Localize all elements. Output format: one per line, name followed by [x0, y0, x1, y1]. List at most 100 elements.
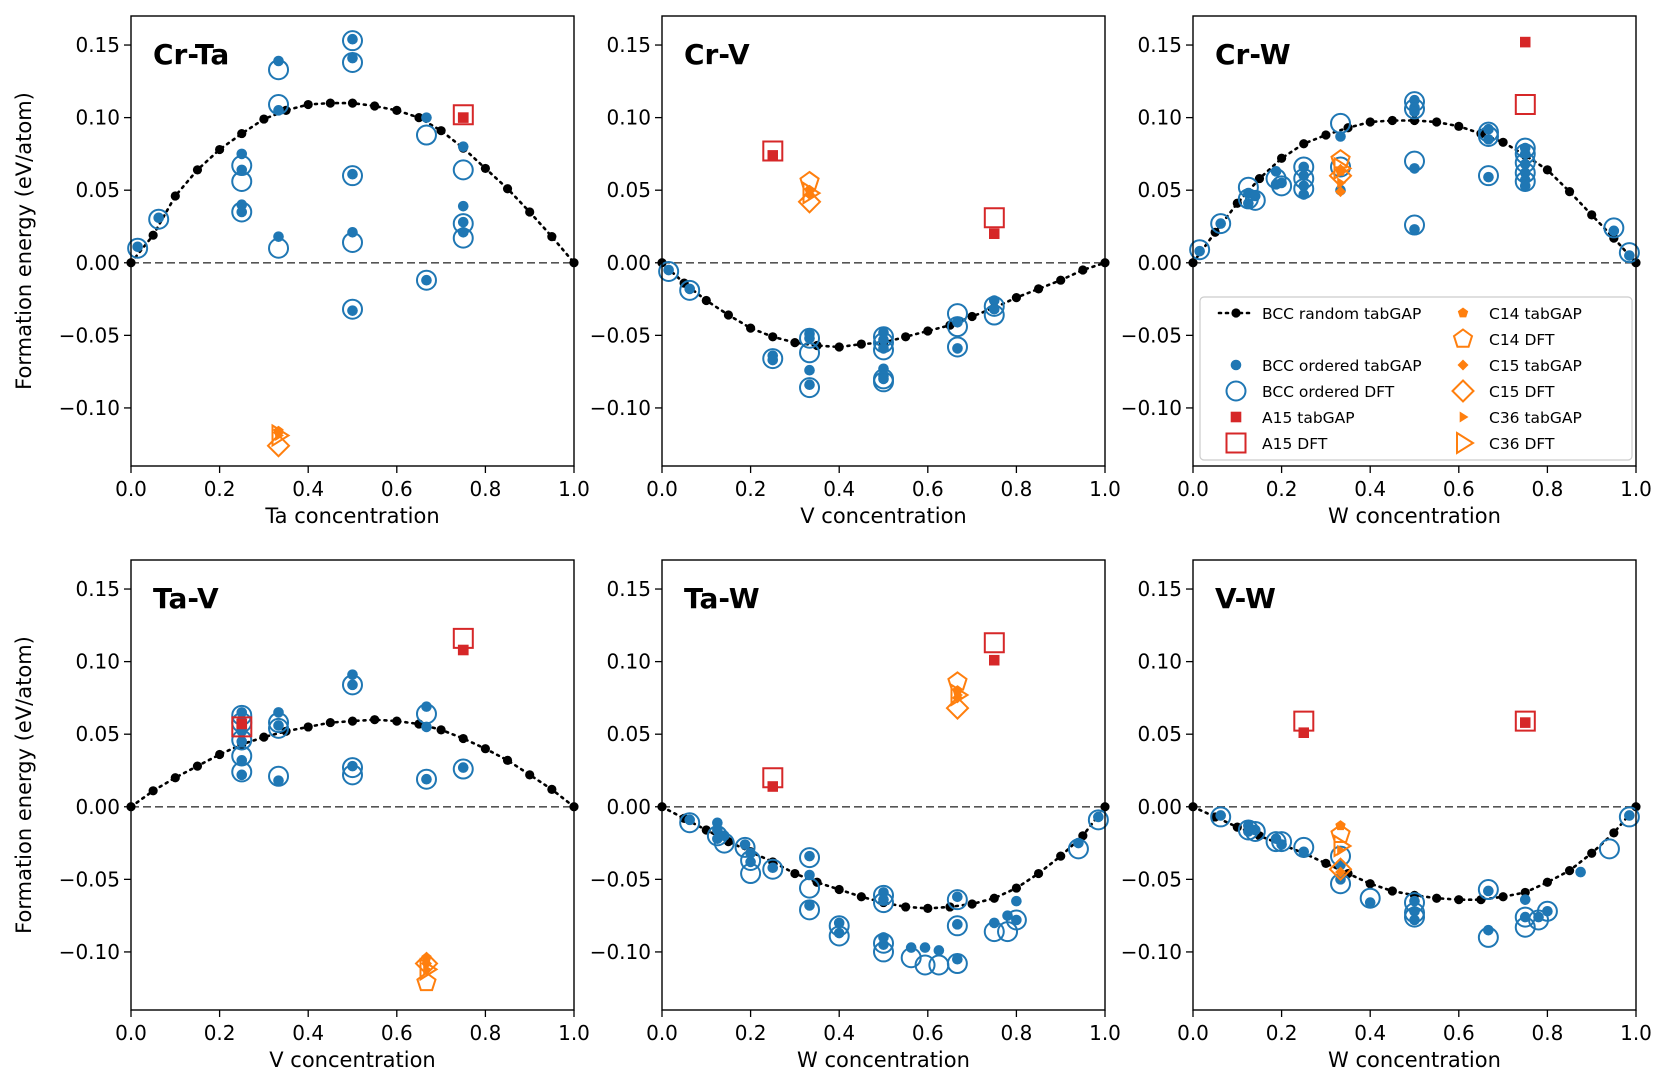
y-tick-label: 0.05 [1137, 722, 1182, 746]
point-bcc_ord_tab [236, 199, 248, 211]
point-bcc_ord_dft [1477, 165, 1499, 187]
point-bcc_ord_dft [415, 269, 437, 291]
point-bcc_random [148, 230, 158, 240]
x-tick-label: 0.0 [1177, 1021, 1209, 1045]
point-bcc_ord_dft [1087, 809, 1109, 831]
point-c15_dft [1328, 857, 1353, 882]
y-tick-label: 0.05 [75, 178, 120, 202]
x-tick-label: 0.0 [1177, 477, 1209, 501]
point-bcc_ord_tab [1002, 910, 1013, 921]
point-bcc_ord_dft [1477, 879, 1499, 901]
point-bcc_random [436, 725, 446, 735]
point-bcc_ord_tab [347, 669, 358, 680]
legend-marker [1230, 411, 1242, 423]
point-bcc_ord_tab [988, 295, 1000, 306]
point-bcc_ord_dft [268, 717, 290, 739]
series-c14_dft [1330, 823, 1351, 843]
legend-label: C36 tabGAP [1489, 409, 1582, 427]
series-a15_dft [762, 140, 1005, 229]
point-bcc_ord_tab [1483, 885, 1494, 897]
point-bcc_ord_dft [415, 124, 437, 146]
axes-frame [1192, 559, 1637, 1011]
y-tick-label: 0.10 [75, 650, 120, 674]
point-bcc_random [215, 749, 225, 760]
x-tick-label: 0.8 [1531, 477, 1563, 501]
point-bcc_ord_tab [1298, 180, 1310, 192]
series-bcc_ord_tab [132, 33, 469, 316]
legend-label: C14 DFT [1489, 331, 1555, 349]
point-c36_tab [954, 689, 963, 701]
x-axis-label: W concentration [797, 1048, 970, 1072]
point-bcc_random [1056, 851, 1066, 861]
point-bcc_ord_tab [1249, 190, 1261, 202]
point-a15_dft [452, 104, 474, 126]
x-tick-label: 0.4 [1354, 477, 1386, 501]
point-bcc_ord_tab [1335, 131, 1346, 142]
series-c15_tab [1335, 186, 1346, 198]
point-c14_tab [1335, 165, 1346, 176]
point-bcc_random [1432, 893, 1442, 903]
point-bcc_ord_tab [236, 206, 248, 218]
point-bcc_ord_tab [236, 707, 248, 718]
point-bcc_ord_tab [1298, 170, 1310, 181]
point-a15_dft [452, 627, 474, 649]
x-tick-label: 1.0 [558, 477, 590, 501]
point-bcc_ord_dft [148, 208, 170, 230]
point-bcc_ord_tab [1276, 839, 1287, 850]
point-bcc_random [1454, 895, 1464, 905]
point-bcc_random [436, 126, 446, 136]
point-bcc_ord_tab [1542, 905, 1553, 917]
legend-box [1199, 296, 1633, 461]
point-bcc_ord_tab [273, 231, 284, 242]
point-a15_dft [1514, 94, 1536, 115]
point-bcc_ord_tab [1624, 810, 1635, 821]
point-bcc_random [1078, 831, 1088, 841]
point-c36_tab [423, 963, 432, 975]
point-bcc_ord_tab [878, 887, 889, 898]
point-a15_tab [236, 718, 248, 730]
point-bcc_ord_tab [1243, 197, 1254, 209]
point-bcc_ord_tab [347, 305, 358, 316]
x-tick-label: 0.4 [292, 1021, 324, 1045]
point-bcc_random [1254, 173, 1265, 184]
point-bcc_ord_dft [799, 377, 821, 399]
point-bcc_ord_tab [421, 773, 432, 785]
y-tick-label: 0.10 [606, 106, 651, 130]
y-tick-label: 0.15 [606, 33, 651, 57]
series-a15_dft [1293, 710, 1536, 732]
point-bcc_ord_tab [1519, 180, 1531, 192]
point-c14_tab [1335, 820, 1346, 831]
legend-item-a15_dft: A15 DFT [1225, 432, 1328, 454]
legend-marker [1457, 307, 1469, 318]
point-a15_tab [457, 644, 469, 656]
axes-frame [130, 15, 575, 467]
x-tick-label: 0.6 [381, 1021, 413, 1045]
point-bcc_ord_tab [684, 814, 695, 826]
panel-title: Cr-W [1215, 38, 1291, 71]
point-a15_dft [1293, 710, 1315, 732]
point-bcc_random [1432, 117, 1442, 127]
point-bcc_ord_tab [952, 343, 963, 354]
point-bcc_ord_tab [804, 364, 815, 376]
point-bcc_ord_tab [457, 226, 469, 238]
y-tick-label: 0.15 [1137, 33, 1182, 57]
point-bcc_ord_dft [762, 348, 784, 370]
point-bcc_ord_tab [952, 953, 963, 965]
y-tick-label: 0.10 [606, 650, 651, 674]
y-tick-label: 0.00 [1137, 795, 1182, 819]
legend-label: BCC random tabGAP [1262, 305, 1421, 323]
y-tick-label: −0.10 [59, 940, 120, 964]
point-bcc_random [370, 101, 380, 111]
point-bcc_ord_dft [762, 858, 784, 880]
axes-frame [130, 559, 575, 1011]
series-bcc_ord_dft [679, 809, 1109, 976]
point-bcc_ord_tab [457, 762, 469, 773]
point-bcc_random [834, 884, 844, 895]
point-bcc_ord_dft [799, 342, 821, 364]
point-bcc_ord_dft [1210, 806, 1232, 828]
y-tick-label: −0.05 [59, 323, 120, 347]
point-bcc_ord_tab [1270, 166, 1282, 177]
point-bcc_ord_tab [1276, 177, 1287, 189]
point-bcc_random [1609, 828, 1619, 838]
point-bcc_ord_tab [273, 105, 284, 116]
